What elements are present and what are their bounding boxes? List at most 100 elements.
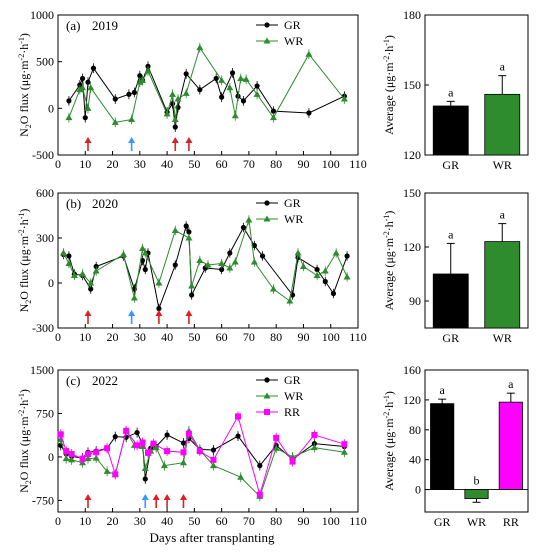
data-point-wr (171, 227, 179, 233)
data-point-rr (93, 449, 100, 456)
data-point-wr (237, 473, 245, 480)
data-point-gr (219, 94, 225, 100)
legend-marker (263, 215, 271, 222)
data-point-wr (141, 249, 149, 256)
bar-category-label: WR (467, 515, 486, 529)
legend-marker (264, 200, 270, 206)
x-tick-label: 50 (188, 514, 200, 528)
y-tick-label: 0 (415, 483, 421, 497)
data-point-rr (63, 448, 70, 455)
series-line-rr (60, 415, 345, 497)
data-point-gr (257, 463, 263, 469)
data-point-gr (66, 98, 72, 104)
data-point-gr (142, 476, 148, 482)
data-point-gr (183, 71, 189, 77)
x-tick-label: 90 (297, 157, 309, 171)
data-point-rr (185, 430, 192, 437)
panel-label: (c) (66, 373, 80, 388)
data-point-gr (183, 223, 189, 229)
bar-panel-a: 120 150 180 a GR a WR Average (μg·m-2·h-1) (382, 8, 529, 172)
data-point-wr (343, 273, 351, 280)
y-axis-label: N2O flux (μg·m-2·h-1) (17, 209, 33, 313)
data-point-rr (273, 434, 280, 441)
data-point-wr (179, 459, 187, 466)
legend-marker (264, 377, 270, 383)
series-line-wr (63, 219, 348, 302)
data-point-wr (204, 261, 212, 268)
data-point-gr (134, 429, 140, 436)
data-point-wr (87, 84, 95, 91)
y-tick-label: 150 (403, 78, 421, 92)
y-tick-label: 90 (409, 294, 421, 308)
x-tick-label: 20 (107, 514, 119, 528)
data-point-gr (210, 447, 217, 453)
data-point-rr (104, 445, 111, 452)
significance-letter: a (440, 383, 446, 397)
legend-marker (264, 22, 270, 28)
significance-letter: a (448, 85, 454, 99)
x-tick-label: 0 (55, 514, 61, 528)
data-point-gr (219, 266, 225, 273)
data-point-gr (330, 290, 337, 297)
data-point-gr (259, 253, 266, 259)
data-point-gr (306, 110, 312, 116)
x-tick-label: 0 (55, 330, 61, 344)
legend-label: WR (284, 389, 303, 403)
data-point-wr (111, 118, 119, 125)
x-tick-label: 80 (270, 330, 282, 344)
bar-category-label: RR (503, 515, 519, 529)
data-point-wr (171, 116, 179, 123)
y-tick-label: 500 (36, 55, 54, 69)
y-tick-label: 120 (403, 240, 421, 254)
bar-category-label: WR (493, 331, 512, 345)
event-arrow-head (84, 494, 92, 500)
data-point-wr (332, 249, 340, 256)
data-point-rr (289, 458, 296, 465)
x-axis-label: Days after transplanting (150, 530, 275, 545)
data-point-wr (305, 50, 313, 57)
plot-frame (57, 369, 359, 513)
x-tick-label: 100 (322, 330, 340, 344)
y-tick-label: 1000 (30, 8, 54, 22)
data-point-wr (62, 455, 70, 462)
data-point-gr (66, 253, 72, 259)
data-point-wr (299, 263, 307, 269)
bar-wr (484, 241, 521, 329)
bar-frame (424, 192, 529, 329)
bar-wr (484, 93, 521, 156)
bar-gr (432, 273, 469, 329)
data-point-wr (160, 462, 168, 469)
x-tick-label: 110 (349, 157, 367, 171)
data-point-wr (340, 448, 348, 455)
data-point-gr (254, 83, 260, 89)
data-point-wr (294, 249, 302, 256)
bar-frame (424, 369, 529, 513)
data-point-wr (84, 104, 92, 111)
x-tick-label: 10 (79, 157, 91, 171)
data-point-wr (139, 76, 147, 83)
y-tick-label: 150 (403, 186, 421, 200)
y-tick-label: 160 (403, 363, 421, 377)
x-tick-label: 100 (322, 514, 340, 528)
data-point-wr (218, 76, 226, 83)
x-tick-label: 30 (134, 330, 146, 344)
y-tick-label: -300 (32, 321, 54, 335)
data-point-wr (321, 267, 329, 274)
data-point-gr (229, 70, 236, 76)
x-tick-label: 40 (161, 330, 173, 344)
data-point-gr (85, 79, 91, 85)
panel-year: 2022 (92, 373, 118, 388)
bar-panel-c: 0 40 80 120 160 a GR b WR a RR Average (μg·m-2·h-1) (382, 363, 529, 529)
legend-label: WR (284, 34, 303, 48)
x-tick-label: 110 (349, 330, 367, 344)
x-tick-label: 60 (216, 514, 228, 528)
data-point-wr (245, 216, 253, 223)
data-point-wr (242, 75, 250, 82)
data-point-rr (79, 455, 86, 462)
x-tick-label: 30 (134, 514, 146, 528)
significance-letter: a (500, 60, 506, 74)
data-point-gr (137, 73, 143, 79)
data-point-wr (231, 258, 239, 265)
y-tick-label: 120 (403, 393, 421, 407)
data-point-gr (82, 115, 88, 121)
